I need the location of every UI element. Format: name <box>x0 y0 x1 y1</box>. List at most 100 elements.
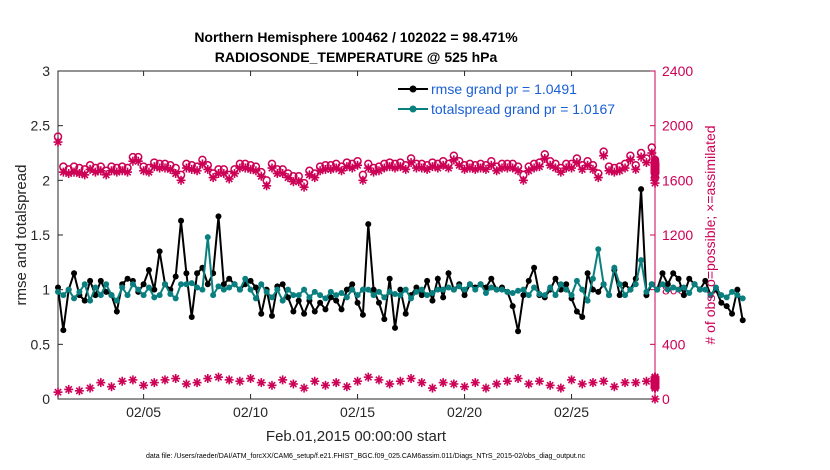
series-point-1 <box>172 295 179 302</box>
x-axis-label: Feb.01,2015 00:00:00 start <box>266 428 447 445</box>
obs-assimilated-marker <box>502 376 512 386</box>
series-point-1 <box>87 297 94 304</box>
legend: rmse grand pr = 1.0491 totalspread grand… <box>395 77 645 117</box>
series-point-0 <box>440 294 447 301</box>
obs-assimilated-marker <box>588 164 598 174</box>
obs-assimilated-marker <box>647 148 657 158</box>
series-point-1 <box>622 292 629 299</box>
obs-assimilated-marker <box>650 159 660 169</box>
series-point-1 <box>311 288 318 295</box>
obs-assimilated-marker <box>438 378 448 388</box>
series-point-1 <box>691 281 698 288</box>
series-point-1 <box>71 295 78 302</box>
series-point-0 <box>718 299 725 306</box>
obs-assimilated-marker <box>342 382 352 392</box>
series-point-0 <box>365 221 372 228</box>
series-point-0 <box>664 281 671 288</box>
series-point-1 <box>370 292 377 299</box>
series-point-0 <box>461 292 468 299</box>
series-point-0 <box>343 286 350 293</box>
series-point-0 <box>418 292 425 299</box>
obs-assimilated-marker <box>106 382 116 392</box>
series-point-1 <box>242 275 249 282</box>
series-point-0 <box>226 275 233 282</box>
series-point-1 <box>638 257 645 264</box>
series-point-1 <box>525 292 532 299</box>
series-point-0 <box>434 275 441 282</box>
obs-assimilated-marker <box>272 169 282 178</box>
series-point-1 <box>343 294 350 301</box>
obs-assimilated-marker <box>203 164 213 174</box>
series-point-1 <box>161 281 168 288</box>
obs-assimilated-marker <box>449 379 459 389</box>
series-point-0 <box>573 308 580 315</box>
obs-assimilated-marker <box>267 380 277 390</box>
series-point-0 <box>338 306 345 313</box>
obs-assimilated-marker <box>599 151 609 161</box>
series-point-1 <box>151 294 158 301</box>
x-tick-label: 02/05 <box>126 404 161 420</box>
series-point-0 <box>702 277 709 284</box>
series-point-0 <box>145 266 152 273</box>
series-point-0 <box>295 297 302 304</box>
series-point-1 <box>226 284 233 291</box>
series-point-1 <box>680 284 687 291</box>
series-point-1 <box>135 286 142 293</box>
series-point-0 <box>392 324 399 331</box>
series-point-0 <box>194 270 201 277</box>
series-point-0 <box>151 286 158 293</box>
obs-assimilated-marker <box>224 375 234 385</box>
obs-assimilated-marker <box>449 155 459 165</box>
series-point-1 <box>145 284 152 291</box>
obs-assimilated-marker <box>235 376 245 386</box>
series-point-0 <box>87 277 94 284</box>
series-point-1 <box>210 292 217 299</box>
obs-assimilated-marker <box>599 376 609 386</box>
obs-assimilated-marker <box>567 375 577 385</box>
series-point-0 <box>659 270 666 277</box>
series-point-1 <box>92 284 99 291</box>
obs-assimilated-marker <box>593 173 603 183</box>
obs-assimilated-marker <box>53 387 63 397</box>
series-point-0 <box>520 292 527 299</box>
legend-entry-totalspread: totalspread grand pr = 1.0167 <box>431 101 615 117</box>
series-point-1 <box>707 292 714 299</box>
series-point-1 <box>573 277 580 284</box>
obs-assimilated-marker <box>551 163 560 173</box>
obs-assimilated-marker <box>160 375 170 385</box>
series-point-0 <box>301 310 308 317</box>
obs-assimilated-marker <box>411 163 421 173</box>
series-point-0 <box>252 284 259 291</box>
series-point-1 <box>194 284 201 291</box>
series-point-1 <box>386 288 393 295</box>
series-point-1 <box>236 286 243 293</box>
obs-assimilated-marker <box>481 383 491 393</box>
obs-assimilated-marker <box>577 164 587 174</box>
series-point-0 <box>97 277 104 284</box>
obs-assimilated-marker <box>299 383 309 393</box>
obs-assimilated-marker <box>299 182 309 192</box>
y-tick-label: 2 <box>42 172 50 188</box>
obs-assimilated-marker <box>294 177 304 187</box>
series-point-0 <box>349 281 356 288</box>
y2-axis-label: # of obs: o=possible; ×=assimilated <box>702 125 718 344</box>
series-point-1 <box>515 287 522 294</box>
series-point-0 <box>215 213 222 220</box>
series-point-0 <box>327 294 334 301</box>
obs-assimilated-marker <box>650 394 660 404</box>
series-point-1 <box>156 292 163 299</box>
y2-tick-label: 0 <box>662 391 670 407</box>
obs-assimilated-marker <box>534 376 544 386</box>
series-point-0 <box>354 299 361 306</box>
obs-assimilated-marker <box>406 374 416 383</box>
series-point-1 <box>670 284 677 291</box>
obs-assimilated-marker <box>197 159 207 169</box>
obs-assimilated-marker <box>650 178 660 188</box>
y-tick-label: 2.5 <box>31 118 51 134</box>
obs-assimilated-marker <box>337 166 347 176</box>
series-point-1 <box>103 281 110 288</box>
series-point-1 <box>472 286 479 293</box>
obs-assimilated-marker <box>583 160 593 170</box>
y-tick-label: 3 <box>42 63 50 79</box>
obs-assimilated-marker <box>492 379 502 389</box>
